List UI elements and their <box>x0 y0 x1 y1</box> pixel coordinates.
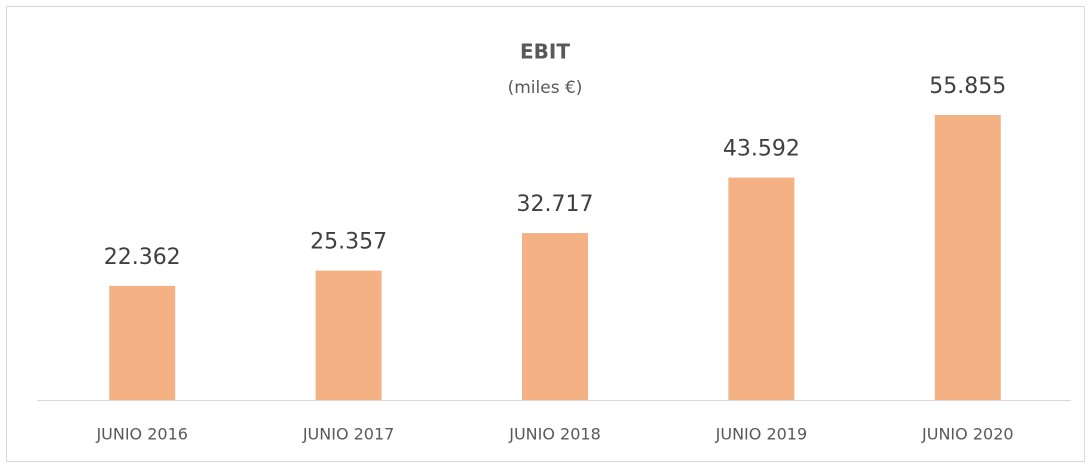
bar <box>728 177 795 400</box>
bar <box>315 270 382 400</box>
value-label: 25.357 <box>310 230 387 255</box>
value-label: 22.362 <box>104 245 181 270</box>
x-tick-label: JUNIO 2018 <box>508 425 601 444</box>
value-label: 43.592 <box>723 137 800 162</box>
bar <box>934 115 1001 400</box>
bar <box>522 233 588 400</box>
chart-title: EBIT <box>520 40 570 64</box>
value-label: 55.855 <box>929 74 1006 99</box>
value-label: 32.717 <box>517 192 594 217</box>
x-tick-label: JUNIO 2016 <box>95 425 188 444</box>
bar <box>109 285 176 400</box>
x-tick-label: JUNIO 2020 <box>921 425 1014 444</box>
x-tick-label: JUNIO 2019 <box>715 425 808 444</box>
x-tick-label: JUNIO 2017 <box>302 425 395 444</box>
chart-subtitle: (miles €) <box>508 78 583 98</box>
